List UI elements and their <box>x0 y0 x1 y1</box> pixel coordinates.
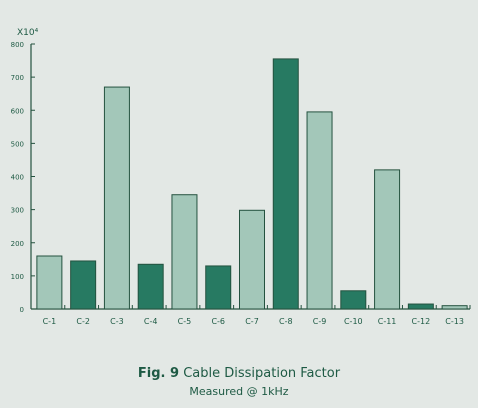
x-tick-label: C-5 <box>178 317 192 326</box>
x-tick-label: C-7 <box>245 317 259 326</box>
y-tick-label: 200 <box>11 240 24 248</box>
y-multiplier-label: X10⁴ <box>17 28 39 38</box>
bar <box>205 265 232 310</box>
bar <box>137 263 164 310</box>
x-tick-label: C-1 <box>43 317 57 326</box>
x-tick-label: C-2 <box>76 317 90 326</box>
figure-subtitle: Measured @ 1kHz <box>189 385 289 398</box>
figure-label: Fig. 9 <box>137 366 180 381</box>
y-tick-label: 800 <box>11 41 24 49</box>
y-tick-label: 700 <box>11 74 24 82</box>
x-tick-label: C-8 <box>279 317 293 326</box>
y-tick-label: 600 <box>11 107 24 115</box>
bar <box>70 260 97 310</box>
x-tick-label: C-3 <box>110 317 124 326</box>
y-tick-label: 100 <box>11 273 24 281</box>
figure-title: Cable Dissipation Factor <box>183 366 341 381</box>
bar <box>306 111 333 310</box>
x-tick-label: C-6 <box>211 317 225 326</box>
x-tick-label: C-11 <box>378 317 397 326</box>
bar <box>407 303 434 310</box>
bar <box>374 169 401 310</box>
x-tick-label: C-12 <box>412 317 431 326</box>
y-tick-label: 400 <box>11 174 24 182</box>
x-tick-label: C-9 <box>313 317 327 326</box>
figure-caption: Fig. 9 Cable Dissipation Factor <box>0 366 478 381</box>
x-tick-label: C-4 <box>144 317 158 326</box>
bar <box>171 194 198 310</box>
y-tick-label: 0 <box>20 306 24 314</box>
bar <box>36 255 63 310</box>
bar <box>272 58 299 310</box>
y-tick-label: 500 <box>11 140 24 148</box>
bar <box>441 305 468 310</box>
x-tick-label: C-10 <box>344 317 363 326</box>
bar <box>340 290 367 310</box>
bar <box>239 209 265 310</box>
y-tick-label: 300 <box>11 207 24 215</box>
x-tick-label: C-13 <box>445 317 464 326</box>
bar <box>103 86 130 310</box>
